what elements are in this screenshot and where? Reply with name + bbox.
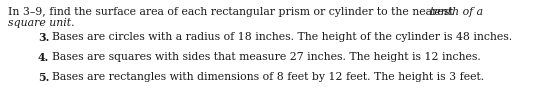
Text: 3.: 3.: [38, 32, 49, 43]
Text: Bases are rectangles with dimensions of 8 feet by 12 feet. The height is 3 feet.: Bases are rectangles with dimensions of …: [52, 72, 484, 82]
Text: Bases are squares with sides that measure 27 inches. The height is 12 inches.: Bases are squares with sides that measur…: [52, 52, 481, 62]
Text: tenth of a: tenth of a: [430, 7, 483, 17]
Text: 4.: 4.: [38, 52, 49, 63]
Text: Bases are circles with a radius of 18 inches. The height of the cylinder is 48 i: Bases are circles with a radius of 18 in…: [52, 32, 512, 42]
Text: square unit.: square unit.: [8, 18, 75, 28]
Text: 5.: 5.: [38, 72, 49, 83]
Text: In 3–9, find the surface area of each rectangular prism or cylinder to the neare: In 3–9, find the surface area of each re…: [8, 7, 457, 17]
